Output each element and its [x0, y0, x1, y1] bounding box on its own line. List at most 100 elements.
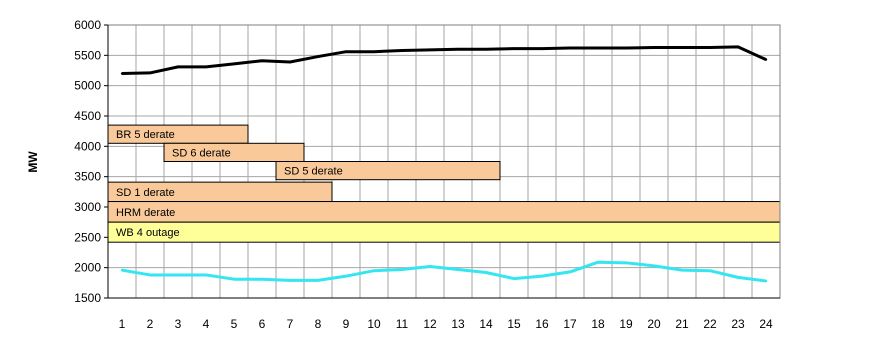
- series-point: [148, 273, 152, 277]
- series-point: [512, 47, 516, 50]
- x-tick-label: 6: [259, 317, 266, 331]
- x-tick-label: 1: [119, 317, 126, 331]
- series-point: [708, 269, 712, 272]
- y-tick-label: 6000: [74, 18, 101, 32]
- x-tick-label: 21: [675, 317, 689, 331]
- outage-band-label: WB 4 outage: [116, 227, 180, 239]
- outage-band: [163, 142, 305, 163]
- series-point: [400, 268, 404, 271]
- series-point: [540, 47, 544, 50]
- series-point: [120, 268, 124, 272]
- series-point: [232, 62, 236, 66]
- series-point: [372, 50, 376, 53]
- series-point: [736, 276, 740, 279]
- series-point: [372, 269, 376, 272]
- series-point: [652, 264, 656, 268]
- series-point: [120, 72, 124, 75]
- x-tick-label: 16: [535, 317, 549, 331]
- y-tick-label: 4000: [74, 139, 101, 153]
- x-tick-label: 8: [315, 317, 322, 331]
- series-point: [484, 271, 488, 274]
- series-line: [121, 45, 767, 76]
- x-tick-label: 3: [175, 317, 182, 331]
- outage-band: [275, 161, 501, 181]
- series-point: [344, 274, 348, 278]
- series-point: [456, 268, 460, 271]
- outage-band-label: HRM derate: [116, 207, 175, 219]
- series-point: [288, 60, 292, 64]
- series-point: [596, 261, 600, 264]
- x-tick-label: 20: [647, 317, 661, 331]
- outage-band: [107, 221, 781, 243]
- x-tick-label: 19: [619, 317, 633, 331]
- series-lines: [120, 45, 768, 283]
- x-tick-label: 17: [563, 317, 577, 331]
- outage-band-label: SD 1 derate: [116, 187, 175, 199]
- x-tick-label: 22: [703, 317, 717, 331]
- x-tick-label: 15: [507, 317, 521, 331]
- y-tick-label: 2500: [74, 230, 101, 244]
- outage-band-label: SD 5 derate: [284, 166, 343, 178]
- series-point: [400, 49, 404, 52]
- y-tick-label: 4500: [74, 109, 101, 123]
- series-point: [680, 268, 684, 272]
- series-point: [204, 65, 208, 69]
- series-point: [260, 277, 264, 281]
- series-point: [204, 273, 208, 277]
- x-tick-label: 5: [231, 317, 238, 331]
- series-point: [176, 65, 180, 69]
- y-tick-label: 5000: [74, 79, 101, 93]
- series-point: [764, 58, 768, 61]
- y-tick-label: 5500: [74, 48, 101, 62]
- x-tick-label: 9: [343, 317, 350, 331]
- outage-band-label: BR 5 derate: [116, 129, 175, 141]
- x-tick-label: 4: [203, 317, 210, 331]
- series-point: [624, 46, 628, 50]
- series-point: [652, 46, 656, 49]
- series-point: [288, 279, 292, 282]
- series-point: [512, 277, 516, 280]
- series-point: [568, 46, 572, 50]
- series-point: [316, 55, 320, 58]
- x-tick-label: 14: [479, 317, 493, 331]
- series-point: [484, 48, 488, 51]
- x-tick-label: 23: [731, 317, 745, 331]
- series-point: [176, 273, 180, 277]
- series-point: [708, 46, 712, 49]
- outage-band-label: SD 6 derate: [172, 147, 231, 159]
- series-point: [344, 50, 348, 53]
- series-point: [680, 46, 684, 49]
- y-tick-label: 3000: [74, 200, 101, 214]
- series-point: [596, 46, 600, 50]
- series-point: [624, 261, 628, 265]
- series-point: [568, 270, 572, 274]
- y-tick-label: 2000: [74, 261, 101, 275]
- x-tick-label: 11: [396, 317, 409, 331]
- series-point: [148, 71, 152, 75]
- chart-axes: [104, 24, 781, 299]
- series-point: [428, 48, 432, 52]
- series-point: [736, 45, 740, 49]
- x-tick-label: 12: [423, 317, 437, 331]
- x-tick-label: 10: [367, 317, 381, 331]
- x-tick-label: 24: [759, 317, 773, 331]
- series-point: [764, 279, 768, 283]
- x-tick-label: 13: [451, 317, 465, 331]
- series-point: [260, 59, 264, 62]
- series-point: [540, 274, 544, 278]
- series-point: [428, 265, 432, 268]
- outage-band: [107, 201, 781, 223]
- series-point: [456, 48, 460, 51]
- series-point: [232, 277, 236, 281]
- y-axis-label: MW: [26, 151, 40, 173]
- y-tick-label: 1500: [74, 291, 101, 305]
- tick-labels: 1500 2000 2500 3000 3500 4000 4500 5000 5500 6000…: [74, 18, 773, 331]
- series-line: [121, 260, 767, 283]
- x-tick-label: 18: [591, 317, 605, 331]
- x-tick-label: 7: [287, 317, 294, 331]
- x-tick-label: 2: [147, 317, 154, 331]
- series-point: [316, 279, 320, 282]
- y-tick-label: 3500: [74, 170, 101, 184]
